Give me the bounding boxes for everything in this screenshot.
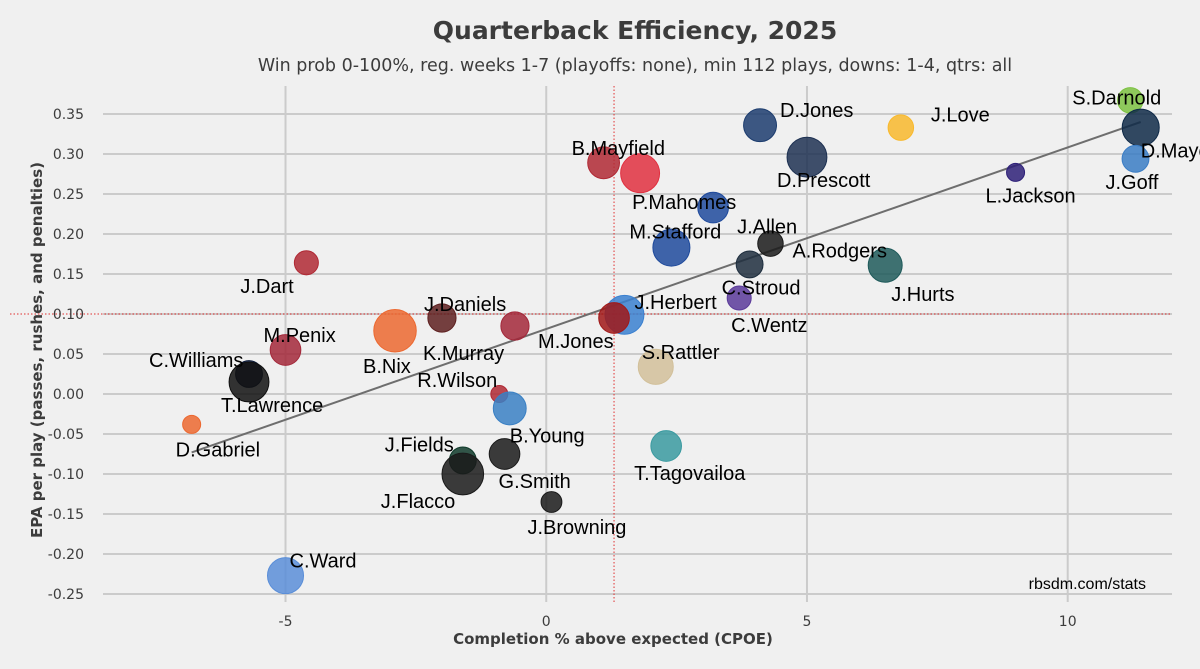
data-point: [540, 491, 563, 513]
x-tick-label: 5: [803, 614, 812, 630]
y-tick-label: 0.20: [53, 227, 84, 243]
point-label: T.Tagovailoa: [634, 463, 746, 485]
point-label: D.Gabriel: [176, 439, 260, 461]
point-label: A.Rodgers: [792, 241, 887, 263]
point-label: L.Jackson: [986, 185, 1076, 207]
point-label: C.Ward: [290, 551, 357, 573]
point-label: P.Mahomes: [632, 192, 736, 214]
point-label: R.Wilson: [417, 370, 497, 392]
x-tick-label: 0: [542, 614, 551, 630]
grid: [103, 86, 1172, 602]
data-point: [620, 153, 661, 194]
data-point: [697, 191, 729, 224]
y-axis-label: EPA per play (passes, rushes, and penalt…: [28, 162, 46, 538]
point-label: B.Nix: [363, 356, 411, 378]
credit-text: rbsdm.com/stats: [1029, 576, 1146, 593]
point-label: J.Love: [931, 105, 990, 127]
point-label: J.Fields: [385, 434, 454, 456]
data-point: [757, 230, 784, 257]
y-tick-label: -0.25: [48, 587, 84, 603]
data-point: [1006, 162, 1026, 182]
data-point: [492, 391, 527, 426]
data-point: [726, 285, 752, 311]
x-axis-label: Completion % above expected (CPOE): [453, 630, 773, 648]
data-point: [637, 348, 674, 385]
point-label: J.Dart: [240, 276, 294, 298]
data-point: [441, 452, 485, 496]
point-labels: S.Darnold D.Maye J.Goff J.Love D.Jones D.Pres…: [149, 87, 1200, 572]
data-point: [743, 108, 777, 143]
point-label: D.Jones: [780, 100, 853, 122]
data-point: [598, 302, 630, 334]
point-label: C.Williams: [149, 350, 243, 372]
data-point: [427, 303, 457, 333]
point-label: M.Stafford: [629, 222, 721, 244]
data-point: [228, 361, 270, 403]
point-label: D.Maye: [1141, 141, 1200, 163]
y-tick-label: 0.00: [53, 387, 84, 403]
chart-title: Quarterback Efficiency, 2025: [433, 16, 837, 45]
y-tick-label: 0.35: [53, 107, 84, 123]
point-label: J.Daniels: [424, 294, 506, 316]
point-label: M.Penix: [264, 325, 336, 347]
data-point: [650, 430, 682, 462]
chart-subtitle: Win prob 0-100%, reg. weeks 1-7 (playoff…: [258, 56, 1012, 76]
point-label: S.Darnold: [1072, 87, 1161, 109]
point-label: K.Murray: [423, 343, 504, 365]
point-label: J.Allen: [737, 217, 797, 239]
y-tick-label: -0.05: [48, 427, 84, 443]
x-tick-label: -5: [279, 614, 293, 630]
point-label: B.Young: [510, 425, 585, 447]
point-label: G.Smith: [499, 471, 571, 493]
point-label: J.Hurts: [891, 284, 954, 306]
data-point: [182, 414, 202, 434]
data-point: [293, 250, 319, 276]
x-tick-label: 10: [1059, 614, 1077, 630]
data-points: [182, 87, 1160, 595]
data-point: [587, 146, 621, 180]
point-label: D.Prescott: [777, 170, 871, 192]
data-point: [867, 247, 903, 283]
data-point: [1121, 144, 1150, 173]
y-tick-label: 0.25: [53, 187, 84, 203]
y-tick-label: 0.15: [53, 267, 84, 283]
point-label: T.Lawrence: [221, 395, 323, 417]
point-label: J.Goff: [1105, 172, 1158, 194]
data-point: [266, 557, 305, 595]
point-label: B.Mayfield: [572, 138, 665, 160]
point-label: M.Jones: [538, 331, 614, 353]
data-point: [786, 136, 828, 178]
y-tick-label: -0.15: [48, 507, 84, 523]
point-label: J.Flacco: [381, 491, 455, 513]
data-point: [488, 438, 521, 470]
point-label: C.Wentz: [731, 315, 807, 337]
data-point: [887, 114, 915, 141]
point-label: J.Browning: [527, 517, 626, 539]
trend-line: [191, 121, 1142, 454]
data-point: [373, 309, 417, 353]
y-tick-label: 0.30: [53, 147, 84, 163]
point-label: S.Rattler: [642, 342, 720, 364]
tick-labels: -0.25 -0.20 -0.15 -0.10 -0.05 0.00 0.05 0.10 0.1…: [48, 107, 1077, 630]
y-tick-label: -0.20: [48, 547, 84, 563]
trend-line-group: [191, 121, 1142, 454]
y-tick-label: 0.05: [53, 347, 84, 363]
point-label: C.Stroud: [722, 277, 801, 299]
y-tick-label: 0.10: [53, 307, 84, 323]
data-point: [500, 311, 530, 341]
point-label: J.Herbert: [634, 292, 717, 314]
data-point: [652, 228, 691, 267]
y-tick-label: -0.10: [48, 467, 84, 483]
data-point: [735, 250, 764, 279]
data-point: [269, 334, 302, 366]
